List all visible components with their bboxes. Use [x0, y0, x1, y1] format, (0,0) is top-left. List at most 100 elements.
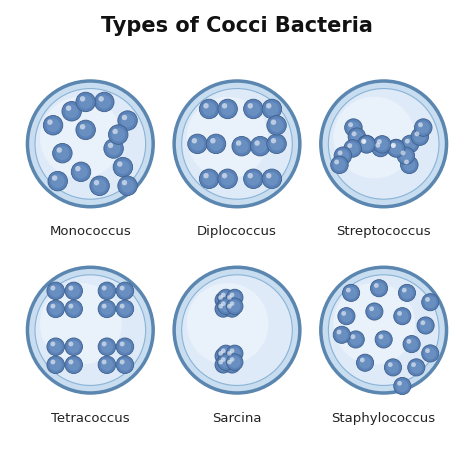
Circle shape: [218, 345, 234, 362]
Circle shape: [50, 285, 62, 297]
Circle shape: [220, 292, 232, 303]
Circle shape: [348, 128, 365, 146]
Circle shape: [220, 301, 232, 312]
Circle shape: [109, 125, 128, 144]
Circle shape: [218, 99, 237, 118]
Circle shape: [182, 89, 292, 199]
Circle shape: [345, 287, 357, 299]
Circle shape: [265, 172, 279, 186]
Circle shape: [79, 123, 92, 137]
Circle shape: [394, 308, 411, 325]
Circle shape: [340, 310, 353, 322]
Circle shape: [113, 157, 133, 177]
Circle shape: [47, 119, 53, 125]
Circle shape: [271, 119, 276, 125]
Circle shape: [43, 116, 63, 135]
Circle shape: [397, 381, 402, 386]
Circle shape: [200, 169, 219, 189]
Circle shape: [27, 267, 153, 393]
Circle shape: [246, 102, 260, 116]
Circle shape: [229, 356, 240, 368]
Circle shape: [227, 298, 243, 315]
Circle shape: [236, 140, 241, 146]
Circle shape: [425, 297, 430, 302]
Circle shape: [68, 341, 73, 346]
Circle shape: [202, 102, 216, 116]
Circle shape: [254, 139, 267, 153]
Circle shape: [191, 137, 204, 151]
Circle shape: [50, 303, 62, 315]
Circle shape: [328, 89, 439, 199]
Text: Staphylococcus: Staphylococcus: [332, 411, 436, 425]
Circle shape: [244, 99, 263, 118]
Circle shape: [50, 304, 55, 309]
Circle shape: [101, 359, 107, 365]
Circle shape: [270, 137, 283, 151]
Circle shape: [346, 288, 351, 292]
Circle shape: [230, 301, 234, 306]
Circle shape: [65, 300, 82, 318]
Circle shape: [415, 131, 419, 137]
Circle shape: [398, 284, 416, 301]
Circle shape: [40, 283, 122, 365]
Circle shape: [358, 136, 375, 153]
Circle shape: [270, 118, 283, 132]
Circle shape: [108, 143, 113, 148]
Circle shape: [94, 180, 99, 185]
Circle shape: [119, 285, 131, 297]
Circle shape: [218, 350, 229, 362]
Circle shape: [403, 336, 420, 353]
Circle shape: [220, 347, 232, 359]
Circle shape: [79, 95, 92, 109]
Circle shape: [397, 311, 402, 316]
Circle shape: [56, 147, 62, 153]
Circle shape: [227, 360, 232, 365]
Circle shape: [344, 140, 361, 157]
Circle shape: [116, 338, 134, 356]
Circle shape: [374, 283, 379, 288]
Circle shape: [119, 359, 125, 365]
Circle shape: [62, 101, 82, 121]
Circle shape: [333, 326, 350, 343]
Circle shape: [360, 138, 373, 151]
Circle shape: [424, 296, 436, 308]
Circle shape: [200, 99, 219, 118]
Circle shape: [121, 179, 135, 192]
Circle shape: [68, 303, 80, 315]
Circle shape: [66, 105, 71, 111]
Circle shape: [235, 139, 248, 153]
Circle shape: [215, 292, 232, 309]
Circle shape: [218, 169, 237, 189]
Circle shape: [219, 304, 223, 309]
Circle shape: [226, 359, 238, 371]
Circle shape: [337, 150, 349, 162]
Circle shape: [215, 356, 232, 373]
Circle shape: [244, 169, 263, 189]
Text: Diplococcus: Diplococcus: [197, 225, 277, 238]
Circle shape: [397, 147, 415, 164]
Circle shape: [255, 140, 260, 146]
Circle shape: [266, 103, 272, 109]
Circle shape: [356, 354, 374, 371]
Circle shape: [265, 102, 279, 116]
Circle shape: [35, 275, 146, 385]
Circle shape: [101, 359, 113, 371]
Circle shape: [48, 172, 67, 191]
Circle shape: [328, 275, 439, 385]
Text: Streptococcus: Streptococcus: [337, 225, 431, 238]
Circle shape: [187, 283, 268, 365]
Circle shape: [352, 131, 356, 137]
Circle shape: [333, 159, 346, 171]
Circle shape: [267, 134, 286, 154]
Circle shape: [221, 357, 226, 362]
Circle shape: [101, 286, 107, 291]
Circle shape: [226, 350, 238, 362]
Circle shape: [50, 359, 55, 365]
Circle shape: [402, 288, 407, 292]
Circle shape: [321, 267, 447, 393]
Circle shape: [224, 301, 240, 317]
Circle shape: [424, 347, 436, 359]
Circle shape: [224, 356, 240, 373]
Circle shape: [221, 292, 226, 297]
Text: Tetracoccus: Tetracoccus: [51, 411, 129, 425]
